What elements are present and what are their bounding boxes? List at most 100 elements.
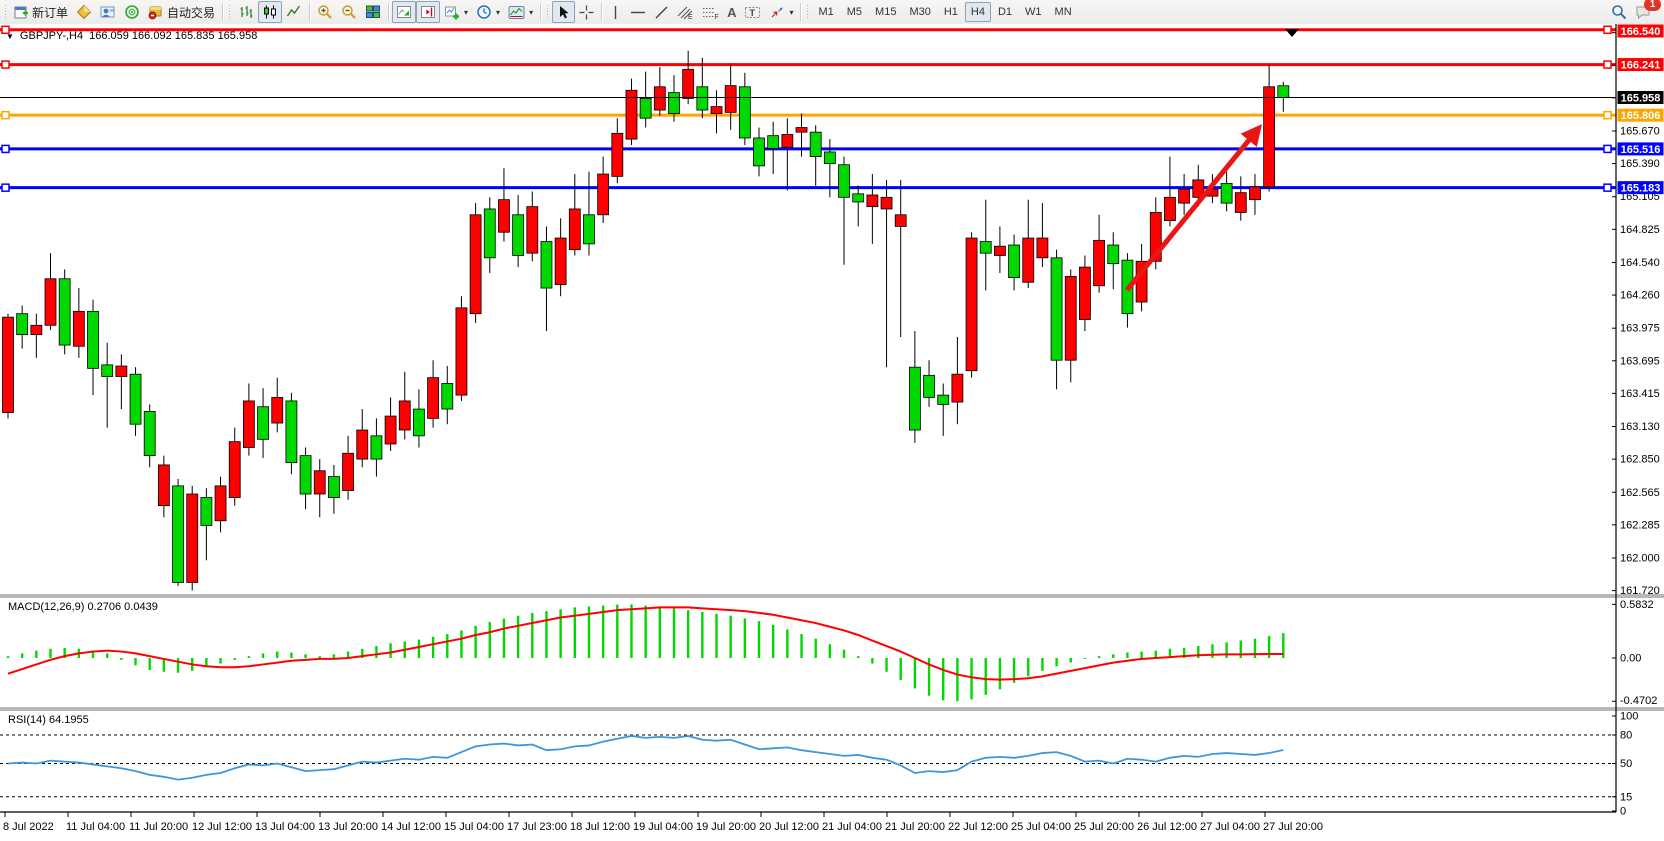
- chart-shift-button[interactable]: [416, 1, 441, 23]
- line-anchor-handle[interactable]: [1, 25, 10, 35]
- equidistant-channel-tool-button[interactable]: E: [673, 1, 698, 23]
- candle-body[interactable]: [809, 131, 822, 157]
- candle-body[interactable]: [30, 324, 43, 336]
- candle-body[interactable]: [951, 373, 964, 403]
- toolbar-grip[interactable]: [4, 4, 8, 20]
- timeframe-h1-button[interactable]: H1: [943, 6, 958, 18]
- timeframe-m5-button[interactable]: M5: [846, 6, 863, 18]
- candle-body[interactable]: [413, 408, 425, 437]
- candle-body[interactable]: [342, 452, 354, 491]
- candle-body[interactable]: [639, 98, 652, 119]
- candle-body[interactable]: [285, 400, 298, 463]
- price-badge-166.241[interactable]: [1617, 58, 1664, 72]
- chart-candles-button[interactable]: [258, 1, 283, 23]
- candle-body[interactable]: [880, 196, 893, 210]
- dropdown-caret-icon[interactable]: ▾: [496, 7, 501, 17]
- candle-body[interactable]: [653, 86, 666, 111]
- candle-body[interactable]: [186, 493, 199, 583]
- candle-body[interactable]: [908, 366, 921, 431]
- candle-body[interactable]: [441, 383, 454, 410]
- candle-body[interactable]: [483, 208, 496, 259]
- line-anchor-handle[interactable]: [1603, 60, 1612, 69]
- candle-body[interactable]: [1022, 237, 1035, 283]
- candle-body[interactable]: [554, 237, 567, 285]
- candle-body[interactable]: [257, 406, 269, 440]
- candle-body[interactable]: [696, 86, 709, 111]
- candle-body[interactable]: [1164, 196, 1176, 221]
- candle-body[interactable]: [384, 415, 397, 445]
- candle-body[interactable]: [540, 241, 553, 289]
- price-badge-165.516[interactable]: [1617, 142, 1664, 156]
- text-tool-button[interactable]: A: [723, 1, 740, 23]
- candle-body[interactable]: [214, 485, 227, 522]
- candle-body[interactable]: [1277, 85, 1290, 98]
- trend-arrow-annotation[interactable]: [1125, 124, 1262, 292]
- candle-body[interactable]: [313, 470, 326, 495]
- line-anchor-handle[interactable]: [1, 110, 10, 120]
- line-anchor-handle[interactable]: [1, 144, 10, 154]
- chart-bars-button[interactable]: [234, 1, 258, 23]
- candle-body[interactable]: [1263, 86, 1276, 188]
- line-anchor-handle[interactable]: [1603, 144, 1612, 154]
- candle-body[interactable]: [767, 135, 780, 149]
- candle-body[interactable]: [271, 397, 284, 424]
- candle-body[interactable]: [795, 127, 808, 133]
- line-anchor-handle[interactable]: [1, 60, 10, 69]
- candle-body[interactable]: [923, 374, 935, 398]
- candle-body[interactable]: [370, 435, 383, 460]
- candle-body[interactable]: [526, 206, 539, 254]
- candle-body[interactable]: [228, 441, 241, 498]
- candle-body[interactable]: [356, 429, 369, 460]
- candle-body[interactable]: [1079, 266, 1091, 320]
- candle-body[interactable]: [87, 310, 99, 369]
- candle-body[interactable]: [512, 214, 525, 256]
- candle-body[interactable]: [597, 173, 610, 216]
- text-label-tool-button[interactable]: T: [740, 1, 765, 23]
- candle-body[interactable]: [611, 132, 624, 177]
- candle-body[interactable]: [1192, 179, 1205, 198]
- candle-body[interactable]: [1008, 244, 1020, 279]
- candle-body[interactable]: [455, 307, 468, 396]
- notification-badge[interactable]: 1: [1644, 0, 1661, 11]
- candle-body[interactable]: [242, 400, 255, 448]
- candle-body[interactable]: [710, 106, 723, 114]
- candle-body[interactable]: [937, 394, 950, 405]
- timeframe-mn-button[interactable]: MN: [1054, 6, 1072, 18]
- timeframe-d1-button[interactable]: D1: [997, 6, 1013, 18]
- new-order-button[interactable]: 新订单: [10, 1, 72, 23]
- toolbar-grip[interactable]: [546, 4, 551, 20]
- candle-body[interactable]: [427, 377, 440, 419]
- candle-body[interactable]: [498, 199, 510, 233]
- candle-body[interactable]: [838, 164, 850, 198]
- horizontal-line-tool-button[interactable]: [626, 1, 650, 23]
- candle-body[interactable]: [965, 237, 978, 372]
- candle-body[interactable]: [781, 134, 794, 148]
- candle-body[interactable]: [1050, 257, 1063, 361]
- candle-body[interactable]: [101, 364, 114, 377]
- candle-body[interactable]: [172, 485, 184, 583]
- candle-body[interactable]: [1249, 186, 1261, 201]
- tile-windows-button[interactable]: [361, 1, 385, 23]
- candle-body[interactable]: [738, 86, 751, 139]
- candle-body[interactable]: [583, 214, 595, 245]
- line-anchor-handle[interactable]: [1, 183, 10, 192]
- signals-button[interactable]: [120, 1, 144, 23]
- down-triangle-marker[interactable]: [1285, 29, 1299, 37]
- candle-body[interactable]: [58, 278, 71, 346]
- chart-line-button[interactable]: [282, 1, 306, 23]
- candle-body[interactable]: [72, 310, 85, 347]
- dropdown-caret-icon[interactable]: ▾: [464, 7, 469, 17]
- terminal-button[interactable]: [96, 1, 120, 23]
- candle-body[interactable]: [823, 151, 836, 164]
- dropdown-caret-icon[interactable]: ▾: [789, 7, 794, 17]
- template-button[interactable]: ▾: [504, 1, 537, 23]
- timeframe-h4-button[interactable]: H4: [964, 2, 991, 22]
- vertical-line-tool-button[interactable]: [605, 1, 626, 23]
- arrows-tool-button[interactable]: ▾: [765, 1, 797, 23]
- candle-body[interactable]: [894, 214, 907, 227]
- price-badge-165.958[interactable]: [1617, 90, 1664, 104]
- candle-body[interactable]: [2, 316, 14, 413]
- candle-body[interactable]: [1234, 192, 1247, 213]
- line-anchor-handle[interactable]: [1603, 25, 1612, 35]
- timeframe-w1-button[interactable]: W1: [1025, 6, 1042, 18]
